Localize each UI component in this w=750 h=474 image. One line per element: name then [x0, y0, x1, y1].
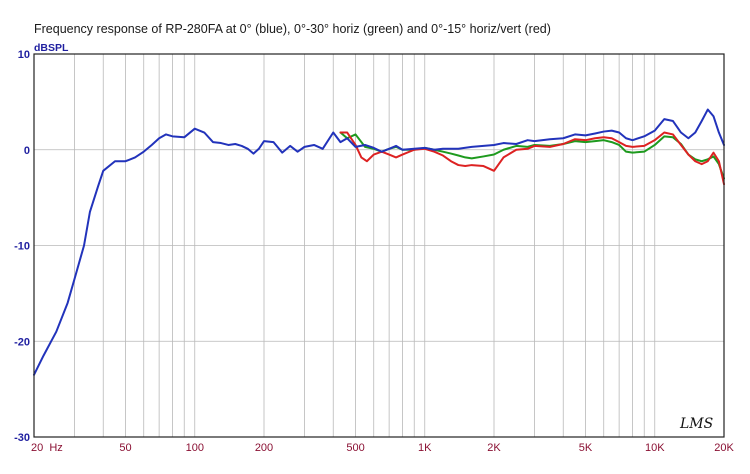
y-axis-label: dBSPL [34, 42, 69, 54]
chart-title: Frequency response of RP-280FA at 0° (bl… [34, 22, 551, 36]
x-tick-label: 200 [255, 442, 273, 454]
x-tick-label: 1K [418, 442, 432, 454]
series-line-red [339, 131, 725, 186]
lms-watermark: LMS [679, 416, 713, 432]
x-tick-label: 5K [579, 442, 593, 454]
y-tick-label: 0 [24, 145, 30, 157]
series-layer [33, 108, 725, 376]
x-tick-label: 50 [119, 442, 131, 454]
y-ticks: 10 0 -10 -20 -30 [14, 49, 30, 444]
y-tick-label: -20 [14, 336, 30, 348]
y-tick-label: 10 [18, 49, 30, 61]
y-tick-label: -10 [14, 241, 30, 253]
x-tick-label: 100 [186, 442, 204, 454]
x-ticks: 20 Hz 50 100 200 500 1K 2K 5K 10K 20K [31, 442, 734, 454]
y-tick-label: -30 [14, 432, 30, 444]
series-line-blue [33, 108, 725, 376]
x-tick-label: 10K [645, 442, 665, 454]
x-tick-label: 20K [714, 442, 734, 454]
x-tick-label: 20 Hz [31, 442, 63, 454]
x-tick-label: 500 [346, 442, 364, 454]
plot-frame [33, 53, 725, 438]
grid [34, 54, 724, 437]
x-tick-label: 2K [487, 442, 501, 454]
